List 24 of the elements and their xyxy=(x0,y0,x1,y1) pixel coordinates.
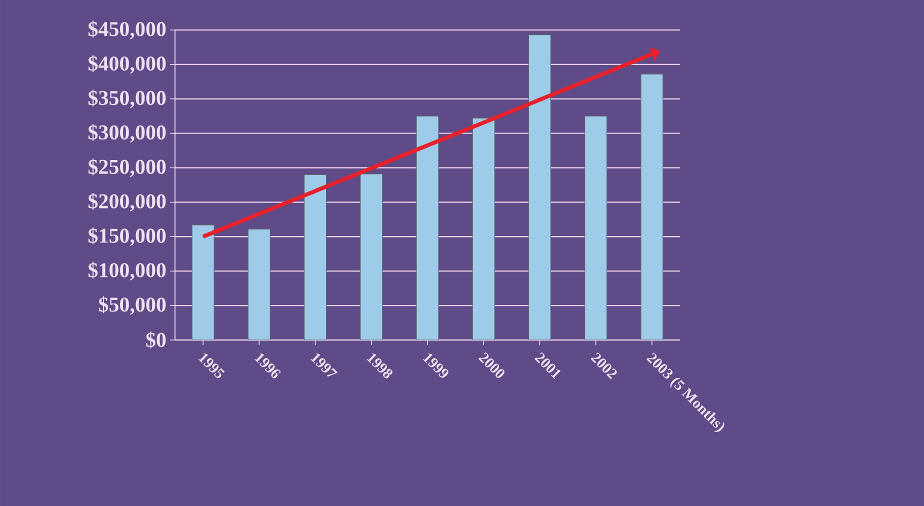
y-tick-label: $250,000 xyxy=(88,158,166,177)
bar xyxy=(360,174,383,340)
x-tick-label: 1996 xyxy=(254,353,281,378)
bar xyxy=(304,174,327,340)
bar xyxy=(248,228,270,340)
bar xyxy=(472,118,495,340)
y-tick-label: $100,000 xyxy=(88,262,166,280)
x-tick-label: 1995 xyxy=(198,353,225,378)
y-tick-label: $300,000 xyxy=(88,124,166,143)
y-tick-label: $200,000 xyxy=(88,192,166,212)
bar xyxy=(584,116,608,340)
bar xyxy=(528,34,552,340)
bar xyxy=(640,74,664,340)
y-tick-label: $150,000 xyxy=(88,227,166,246)
y-tick-label: $400,000 xyxy=(88,55,166,74)
bar xyxy=(192,224,214,340)
x-tick-label: 1997 xyxy=(310,353,338,377)
y-tick-label: $350,000 xyxy=(88,90,166,108)
bar xyxy=(416,116,439,340)
y-tick-label: $450,000 xyxy=(88,20,166,40)
y-tick-label: $50,000 xyxy=(98,296,166,315)
y-tick-label: $0 xyxy=(146,332,166,348)
x-tick-label: 1998 xyxy=(366,353,392,378)
x-tick-label: 1999 xyxy=(422,353,448,378)
